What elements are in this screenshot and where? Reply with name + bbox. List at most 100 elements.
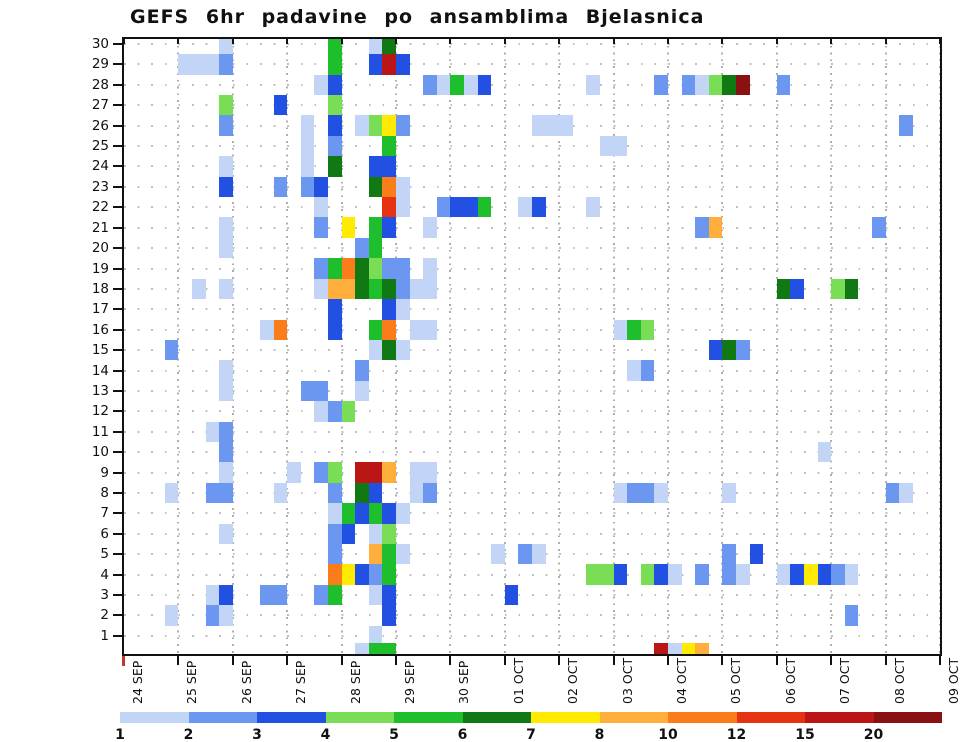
- heatmap-cell: [219, 441, 233, 463]
- colorbar-segment: [531, 712, 600, 723]
- x-axis-tick-label: 03 OCT: [619, 657, 635, 704]
- x-axis-top-tick: [395, 39, 397, 44]
- heatmap-cell: [382, 339, 396, 361]
- y-axis-tick-label: 23: [91, 178, 109, 195]
- heatmap-cell: [341, 217, 356, 238]
- heatmap-cell: [586, 74, 600, 96]
- heatmap-cell: [423, 278, 437, 300]
- heatmap-cell: [368, 482, 383, 504]
- heatmap-cell: [409, 462, 424, 483]
- heatmap-cell: [450, 74, 464, 96]
- heatmap-cell: [328, 584, 342, 606]
- grid-row-dots: [124, 410, 940, 413]
- heatmap-cell: [382, 176, 396, 198]
- grid-row-dots: [124, 532, 940, 535]
- y-axis-tick: [113, 349, 122, 352]
- heatmap-cell: [192, 278, 206, 300]
- heatmap-cell: [695, 217, 709, 238]
- grid-row-dots: [124, 634, 940, 637]
- heatmap-cell: [355, 564, 369, 585]
- heatmap-cell: [205, 605, 220, 626]
- x-axis-top-tick: [177, 39, 180, 44]
- heatmap-cell: [368, 625, 383, 647]
- heatmap-cell: [382, 564, 396, 585]
- grid-row-dots: [124, 267, 940, 270]
- heatmap-cell: [695, 74, 709, 96]
- heatmap-cell: [817, 564, 832, 585]
- grid-day-line: [939, 39, 940, 654]
- heatmap-cell: [681, 74, 696, 96]
- heatmap-cell: [382, 462, 396, 483]
- x-axis-top-tick: [884, 39, 887, 44]
- heatmap-cell: [219, 54, 233, 75]
- x-axis-top-tick: [231, 39, 234, 44]
- heatmap-cell: [423, 74, 437, 96]
- colorbar-segment: [120, 712, 189, 723]
- y-axis-tick: [113, 185, 122, 188]
- heatmap-cell: [382, 156, 396, 177]
- heatmap-cell: [736, 339, 750, 361]
- colorbar-segment: [188, 712, 257, 723]
- heatmap-cell: [844, 278, 859, 300]
- y-axis-tick-label: 3: [100, 587, 109, 604]
- heatmap-cell: [355, 482, 369, 504]
- heatmap-cell: [368, 564, 383, 585]
- heatmap-cell: [545, 115, 560, 136]
- x-axis-tick: [286, 656, 289, 665]
- heatmap-cell: [314, 278, 328, 300]
- heatmap-cell: [368, 462, 383, 483]
- heatmap-cell: [532, 197, 546, 218]
- y-axis-tick: [113, 124, 122, 127]
- heatmap-cell: [328, 564, 342, 585]
- x-axis-tick-label: 26 SEP: [238, 660, 254, 704]
- heatmap-cell: [532, 544, 546, 565]
- y-axis-tick-label: 18: [91, 280, 109, 297]
- y-axis-tick: [113, 63, 122, 66]
- y-axis-tick-label: 27: [91, 97, 109, 114]
- page-title: GEFS 6hr padavine po ansamblima Bjelasni…: [130, 6, 705, 28]
- y-axis-tick: [113, 492, 122, 495]
- y-axis-tick: [113, 471, 122, 474]
- colorbar-segment: [805, 712, 874, 723]
- y-axis-tick: [113, 532, 122, 535]
- heatmap-cell: [219, 39, 233, 55]
- heatmap-cell: [219, 156, 233, 177]
- heatmap-cell: [464, 74, 478, 96]
- y-axis-tick-label: 30: [91, 36, 109, 52]
- heatmap-cell: [219, 176, 233, 198]
- colorbar-tick-label: 8: [594, 727, 605, 742]
- heatmap-cell: [368, 544, 383, 565]
- heatmap-cell: [749, 544, 764, 565]
- heatmap-cell: [409, 482, 424, 504]
- heatmap-cell: [885, 482, 900, 504]
- heatmap-cell: [260, 584, 274, 606]
- heatmap-cell: [613, 564, 628, 585]
- heatmap-cell: [396, 544, 410, 565]
- heatmap-cell: [722, 339, 736, 361]
- x-axis-tick: [558, 656, 561, 665]
- x-axis-tick: [177, 656, 180, 665]
- y-axis-tick: [113, 83, 122, 86]
- y-axis-tick: [113, 430, 122, 433]
- heatmap-cell: [423, 217, 437, 238]
- y-axis-tick: [113, 43, 122, 45]
- heatmap-cell: [219, 421, 233, 442]
- heatmap-cell: [518, 544, 532, 565]
- heatmap-cell: [368, 278, 383, 300]
- heatmap-plot-area: [122, 37, 942, 656]
- colorbar-segment: [394, 712, 463, 723]
- heatmap-cell: [899, 115, 913, 136]
- heatmap-cell: [722, 564, 736, 585]
- colorbar-segment: [462, 712, 531, 723]
- grid-day-line: [775, 39, 778, 654]
- heatmap-cell: [355, 503, 369, 524]
- heatmap-cell: [314, 176, 328, 198]
- heatmap-cell: [219, 462, 233, 483]
- grid-row-dots: [124, 492, 940, 495]
- y-axis-tick-label: 2: [100, 607, 109, 624]
- y-axis-tick: [113, 389, 122, 392]
- grid-row-dots: [124, 594, 940, 597]
- y-axis-tick: [113, 328, 122, 331]
- heatmap-cell: [328, 135, 342, 157]
- heatmap-cell: [382, 278, 396, 300]
